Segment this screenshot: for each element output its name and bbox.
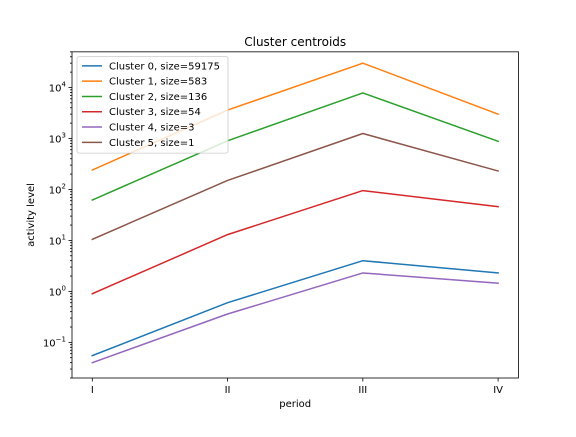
series-line-cluster-2 [91,92,500,201]
legend-box [76,55,229,154]
y-tick-label: 104 [49,80,67,94]
y-tick-label: 102 [49,182,66,196]
x-tick-label: II [225,385,231,396]
x-tick-label: III [358,385,367,396]
legend-label: Cluster 0, size=59175 [109,61,220,72]
axes-frame [71,51,519,379]
y-tick-label: 103 [49,131,66,145]
legend: Cluster 0, size=59175 Cluster 1, size=583… [76,55,229,154]
legend-label: Cluster 3, size=54 [109,107,201,118]
series-line-cluster-5 [91,132,500,241]
legend-label: Cluster 4, size=3 [109,123,195,134]
legend-label: Cluster 5, size=1 [109,138,195,149]
legend-label: Cluster 1, size=583 [109,77,207,88]
y-axis-label: activity level [26,183,37,247]
x-axis-label: period [279,399,311,410]
y-tick-label: 10−1 [43,335,66,349]
chart-title: Cluster centroids [244,35,346,49]
series-line-cluster-0 [91,259,499,357]
series-line-cluster-3 [91,189,499,295]
y-tick-label: 101 [49,233,66,247]
legend-label: Cluster 2, size=136 [109,92,207,103]
x-tick-label: IV [493,385,503,396]
y-tick-label: 100 [49,284,66,298]
x-tick-label: I [91,385,94,396]
series-line-cluster-4 [91,272,499,364]
